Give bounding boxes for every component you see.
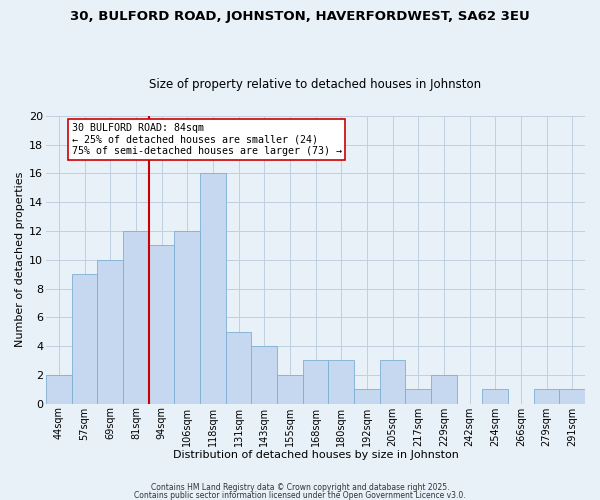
Text: 30, BULFORD ROAD, JOHNSTON, HAVERFORDWEST, SA62 3EU: 30, BULFORD ROAD, JOHNSTON, HAVERFORDWES… — [70, 10, 530, 23]
Bar — [559, 390, 585, 404]
Text: 30 BULFORD ROAD: 84sqm
← 25% of detached houses are smaller (24)
75% of semi-det: 30 BULFORD ROAD: 84sqm ← 25% of detached… — [72, 123, 342, 156]
Bar — [277, 375, 303, 404]
Bar — [149, 246, 175, 404]
Bar — [406, 390, 431, 404]
Bar — [226, 332, 251, 404]
Text: Contains public sector information licensed under the Open Government Licence v3: Contains public sector information licen… — [134, 490, 466, 500]
Bar — [46, 375, 72, 404]
Bar — [328, 360, 354, 404]
Bar — [251, 346, 277, 404]
Bar — [354, 390, 380, 404]
Bar — [431, 375, 457, 404]
Bar — [533, 390, 559, 404]
Bar — [97, 260, 123, 404]
X-axis label: Distribution of detached houses by size in Johnston: Distribution of detached houses by size … — [173, 450, 458, 460]
Title: Size of property relative to detached houses in Johnston: Size of property relative to detached ho… — [149, 78, 482, 91]
Y-axis label: Number of detached properties: Number of detached properties — [15, 172, 25, 348]
Bar — [175, 231, 200, 404]
Bar — [123, 231, 149, 404]
Bar — [380, 360, 406, 404]
Bar — [72, 274, 97, 404]
Text: Contains HM Land Registry data © Crown copyright and database right 2025.: Contains HM Land Registry data © Crown c… — [151, 484, 449, 492]
Bar — [482, 390, 508, 404]
Bar — [303, 360, 328, 404]
Bar — [200, 174, 226, 404]
